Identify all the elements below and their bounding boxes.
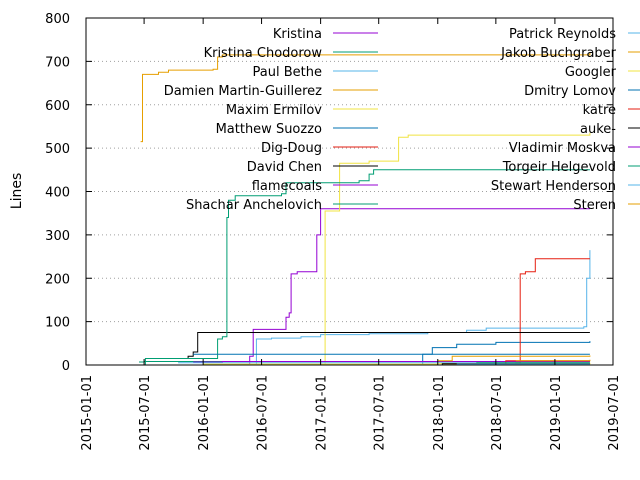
series-line-20 <box>515 359 591 362</box>
legend-label: Matthew Suozzo <box>216 122 322 137</box>
ticks: 0 100 200 300 400 500 600 700 800 2015-01-01 2015-… <box>45 12 622 451</box>
legend: Kristina Kristina Chodorow Paul Bethe Damie… <box>164 27 640 213</box>
x-tick-label: 2018-01-01 <box>432 375 447 451</box>
legend-label: Torgeir Helgevold <box>502 160 616 175</box>
series-line-12 <box>437 355 591 362</box>
legend-label: katre <box>583 103 616 118</box>
series-line-5 <box>316 132 591 366</box>
series-line-10 <box>144 169 590 366</box>
legend-label: Kristina <box>273 27 322 42</box>
legend-label: Patrick Reynolds <box>509 27 616 42</box>
y-tick-label: 800 <box>45 12 70 27</box>
y-axis-title: Lines <box>9 173 25 209</box>
series-line-6 <box>408 341 591 366</box>
x-tick-label: 2015-01-01 <box>80 375 95 451</box>
y-tick-label: 300 <box>45 229 70 244</box>
x-tick-label: 2016-01-01 <box>197 375 212 451</box>
x-tick-label: 2017-01-01 <box>315 375 330 451</box>
legend-label: Dmitry Lomov <box>524 84 616 99</box>
x-tick-label: 2018-07-01 <box>490 375 505 451</box>
series-line-1 <box>244 208 590 366</box>
legend-label: Maxim Ermilov <box>226 103 322 118</box>
series-line-4 <box>140 52 591 143</box>
legend-label: Dig-Doug <box>261 141 322 156</box>
y-tick-label: 500 <box>45 142 70 157</box>
legend-label: Jakob Buchgraber <box>500 46 617 61</box>
legend-label: Kristina Chodorow <box>204 46 323 61</box>
legend-label: Stewart Henderson <box>491 179 616 194</box>
x-tick-label: 2017-07-01 <box>373 375 388 451</box>
x-tick-label: 2019-07-01 <box>607 375 622 451</box>
x-tick-label: 2016-07-01 <box>256 375 271 451</box>
series-line-7 <box>505 258 590 366</box>
series-line-3 <box>251 250 591 366</box>
legend-label: Googler <box>565 65 617 80</box>
y-tick-label: 400 <box>45 186 70 201</box>
y-tick-label: 600 <box>45 99 70 114</box>
legend-label: auke- <box>580 122 616 137</box>
legend-label: Vladimir Moskva <box>509 141 616 156</box>
y-tick-label: 700 <box>45 55 70 70</box>
y-tick-label: 100 <box>45 316 70 331</box>
legend-label: Shachar Anchelovich <box>186 198 322 213</box>
x-tick-label: 2019-01-01 <box>549 375 564 451</box>
legend-label: Damien Martin-Guillerez <box>164 84 322 99</box>
x-tick-label: 2015-07-01 <box>138 375 153 451</box>
series-line-9 <box>193 361 590 363</box>
legend-label: flamecoals <box>252 179 322 194</box>
legend-label: David Chen <box>247 160 322 175</box>
legend-label: Paul Bethe <box>253 65 322 80</box>
y-tick-label: 200 <box>45 272 70 287</box>
legend-label: Steren <box>573 198 616 213</box>
y-tick-label: 0 <box>62 359 70 374</box>
